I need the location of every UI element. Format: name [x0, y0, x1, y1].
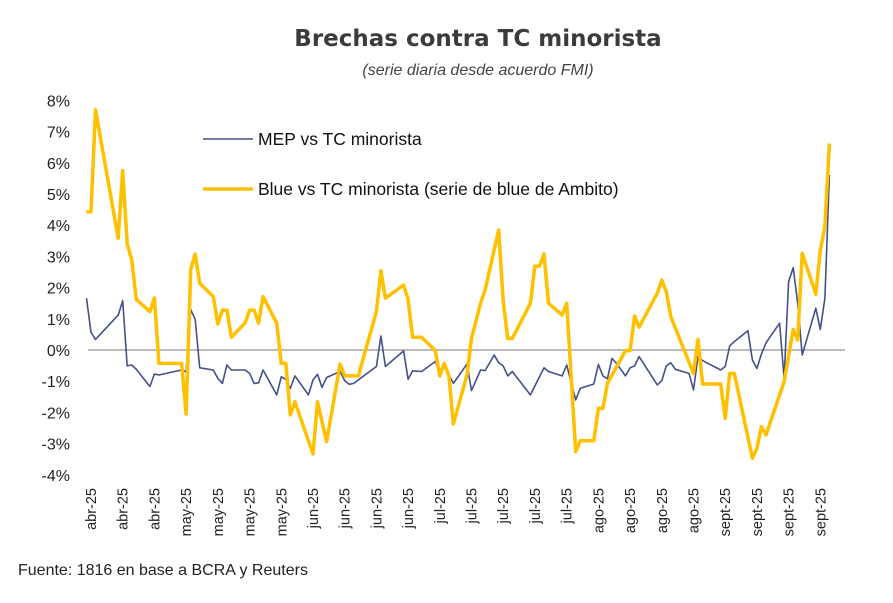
x-tick-label: jul-25 — [560, 488, 576, 524]
x-tick-label: may-25 — [274, 488, 290, 536]
x-tick-label: jul-25 — [528, 488, 544, 524]
y-axis: 8% 7% 6% 5% 4% 3% 2% 1% 0% -1% -2% -3% -4% — [42, 93, 70, 484]
chart-subtitle: (serie diaria desde acuerdo FMI) — [362, 62, 593, 79]
x-tick-label: may-25 — [243, 488, 259, 536]
x-tick-label: abr-25 — [84, 488, 100, 530]
series-line-mep — [85, 174, 831, 401]
x-tick-label: abr-25 — [147, 488, 163, 530]
x-tick-label: sept-25 — [750, 488, 766, 536]
x-axis: abr-25 abr-25 abr-25 may-25 may-25 may-25 may-… — [84, 488, 829, 536]
source-note: Fuente: 1816 en base a BCRA y Reuters — [18, 562, 308, 579]
y-tick-label: -1% — [42, 374, 70, 391]
x-tick-label: sept-25 — [813, 488, 829, 536]
y-tick-label: 0% — [47, 343, 70, 360]
x-tick-label: may-25 — [179, 488, 195, 536]
x-tick-label: sept-25 — [718, 488, 734, 536]
series-group — [85, 108, 832, 461]
x-tick-label: ago-25 — [591, 488, 607, 533]
x-tick-label: jul-25 — [496, 488, 512, 524]
x-tick-label: ago-25 — [686, 488, 702, 533]
x-tick-label: may-25 — [211, 488, 227, 536]
y-tick-label: -2% — [42, 405, 70, 422]
x-tick-label: jul-25 — [465, 488, 481, 524]
x-tick-label: sept-25 — [782, 488, 798, 536]
y-tick-label: 3% — [47, 249, 70, 266]
y-tick-label: 7% — [47, 125, 70, 142]
y-tick-label: 6% — [47, 156, 70, 173]
legend: MEP vs TC minorista Blue vs TC minorista… — [203, 129, 619, 199]
legend-label-blue: Blue vs TC minorista (serie de blue de A… — [258, 179, 619, 199]
y-tick-label: -4% — [42, 468, 70, 485]
x-tick-label: jun-25 — [369, 488, 385, 529]
y-tick-label: 2% — [47, 281, 70, 298]
chart-title: Brechas contra TC minorista — [294, 26, 661, 52]
x-tick-label: ago-25 — [623, 488, 639, 533]
y-tick-label: -3% — [42, 437, 70, 454]
series-line-blue — [86, 108, 832, 461]
x-tick-label: ago-25 — [655, 488, 671, 533]
x-tick-label: jun-25 — [338, 488, 354, 529]
legend-label-mep: MEP vs TC minorista — [258, 129, 422, 149]
y-tick-label: 1% — [47, 312, 70, 329]
y-tick-label: 5% — [47, 187, 70, 204]
x-tick-label: jul-25 — [433, 488, 449, 524]
x-tick-label: jun-25 — [306, 488, 322, 529]
x-tick-label: jun-25 — [401, 488, 417, 529]
y-tick-label: 8% — [47, 93, 70, 110]
y-tick-label: 4% — [47, 218, 70, 235]
x-tick-label: abr-25 — [116, 488, 132, 530]
